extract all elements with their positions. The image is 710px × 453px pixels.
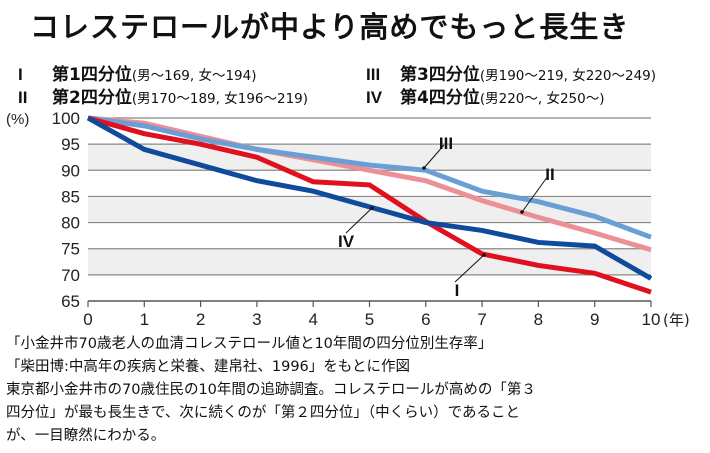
legend-item-3: III 第3四分位(男190〜219, 女220〜249): [366, 60, 656, 85]
legend-num: IV: [366, 88, 383, 107]
x-tick-label: 1: [140, 310, 149, 329]
legend-num: I: [18, 65, 23, 84]
page-title: コレステロールが中より高めでもっと長生き: [30, 10, 630, 44]
caption-source-ref: 「柴田博:中高年の疾病と栄養、建帛社、1996」をもとに作図: [6, 359, 410, 375]
series-leader-dot: [520, 210, 524, 214]
legend-item-1: I 第1四分位(男〜169, 女〜194): [18, 60, 257, 85]
series-line-IV: [86, 115, 653, 281]
x-tick-label: 5: [365, 310, 374, 329]
series-leader-dot: [482, 253, 486, 257]
y-tick-label: 75: [61, 240, 80, 259]
y-tick-label: 70: [61, 266, 80, 285]
y-tick-label: 95: [61, 135, 80, 154]
x-tick-label: 0: [83, 310, 92, 329]
legend-range: (男〜169, 女〜194): [131, 68, 257, 84]
series-line-II: [87, 115, 652, 253]
description-line-1: 東京都小金井市の70歳住民の10年間の追跡調査。コレステロールが高めの「第３: [6, 382, 536, 398]
x-tick-label: 4: [308, 310, 317, 329]
series-label-I: I: [455, 281, 460, 300]
y-tick-label: 80: [61, 214, 80, 233]
legend-range: (男220〜, 女250〜): [479, 91, 605, 107]
legend-item-4: IV 第4四分位(男220〜, 女250〜): [366, 83, 605, 108]
x-axis-label: (年): [663, 311, 690, 329]
legend-name: 第4四分位: [400, 88, 480, 108]
legend-num: II: [18, 88, 28, 107]
description-line-3: が、一目瞭然にわかる。: [6, 428, 166, 444]
x-tick-label: 9: [590, 310, 599, 329]
series-leader-line: [521, 175, 549, 213]
y-axis-label: (%): [6, 111, 29, 128]
x-tick-label: 6: [421, 310, 430, 329]
y-tick-label: 100: [52, 109, 80, 128]
series-leader-dot: [422, 166, 426, 170]
x-tick-label: 3: [252, 310, 261, 329]
series-label-II: II: [545, 165, 554, 184]
legend-name: 第3四分位: [400, 65, 480, 85]
description-line-2: 四分位」が最も長生きで、次に続くのが「第２四分位」（中くらい）であること: [6, 405, 521, 421]
caption-source-title: 「小金井市70歳老人の血清コレステロール値と10年間の四分位別生存率」: [6, 336, 493, 352]
legend-name: 第2四分位: [52, 88, 132, 108]
series-leader-line: [423, 144, 445, 169]
legend-name: 第1四分位: [52, 65, 132, 85]
x-tick-label: 8: [534, 310, 543, 329]
series-label-IV: IV: [338, 232, 355, 251]
grid-band: [88, 196, 651, 223]
x-tick-label: 2: [196, 310, 205, 329]
series-line-I: [87, 115, 652, 295]
series-leader-line: [345, 207, 373, 234]
legend-range: (男190〜219, 女220〜249): [479, 68, 657, 84]
series-line-III: [87, 115, 652, 240]
y-tick-label: 65: [61, 292, 80, 311]
x-tick-label: 10: [642, 310, 661, 329]
y-tick-label: 90: [61, 161, 80, 180]
x-tick-label: 7: [477, 310, 486, 329]
legend-num: III: [366, 65, 381, 84]
legend-range: (男170〜189, 女196〜219): [131, 91, 309, 107]
legend-item-2: II 第2四分位(男170〜189, 女196〜219): [18, 83, 308, 108]
y-tick-label: 85: [61, 187, 80, 206]
series-leader-dot: [370, 206, 374, 210]
series-leader-line: [454, 254, 485, 283]
series-label-III: III: [439, 134, 453, 153]
